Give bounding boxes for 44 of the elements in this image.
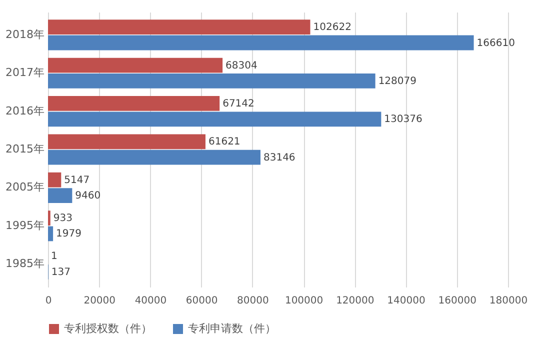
bar <box>48 150 260 165</box>
y-tick-label: 2016年 <box>6 104 44 118</box>
data-label: 83146 <box>263 152 296 164</box>
bar <box>48 96 220 111</box>
legend-label: 专利授权数（件） <box>64 322 152 335</box>
y-tick-label: 2005年 <box>6 180 44 194</box>
x-tick-label: 80000 <box>237 296 269 306</box>
y-tick-label: 1985年 <box>6 257 44 270</box>
x-tick-label: 20000 <box>84 296 116 306</box>
data-label: 933 <box>53 213 72 224</box>
x-tick-label: 160000 <box>438 296 476 306</box>
y-tick-label: 1995年 <box>6 218 44 232</box>
x-tick-label: 60000 <box>186 296 218 306</box>
x-tick-label: 140000 <box>387 296 426 306</box>
bar <box>48 58 223 73</box>
data-label: 9460 <box>75 190 101 202</box>
data-label: 1979 <box>56 228 82 240</box>
data-label: 1 <box>51 251 58 262</box>
data-label: 67142 <box>222 98 254 110</box>
data-label: 128079 <box>378 76 416 87</box>
data-label: 102622 <box>313 22 352 34</box>
data-label: 130376 <box>384 114 422 126</box>
bar <box>48 20 310 35</box>
bar <box>48 172 62 188</box>
data-label: 68304 <box>226 60 258 72</box>
x-tick-label: 180000 <box>489 296 528 306</box>
data-label: 137 <box>51 266 70 278</box>
data-label: 5147 <box>64 174 90 186</box>
bar <box>48 35 474 50</box>
bar <box>48 226 54 242</box>
x-tick-label: 0 <box>45 296 52 306</box>
bar <box>48 74 376 88</box>
y-tick-label: 2015年 <box>6 142 44 156</box>
x-tick-label: 120000 <box>336 296 374 306</box>
data-label: 166610 <box>476 38 515 49</box>
bar <box>48 134 206 150</box>
data-label: 61621 <box>208 136 240 148</box>
legend-label: 专利申请数（件） <box>188 322 276 335</box>
bar <box>48 188 72 203</box>
bar <box>48 112 382 127</box>
y-tick-label: 2018年 <box>6 28 44 41</box>
x-tick-label: 40000 <box>134 296 167 306</box>
y-tick-label: 2017年 <box>6 66 44 80</box>
x-tick-label: 100000 <box>284 296 324 306</box>
